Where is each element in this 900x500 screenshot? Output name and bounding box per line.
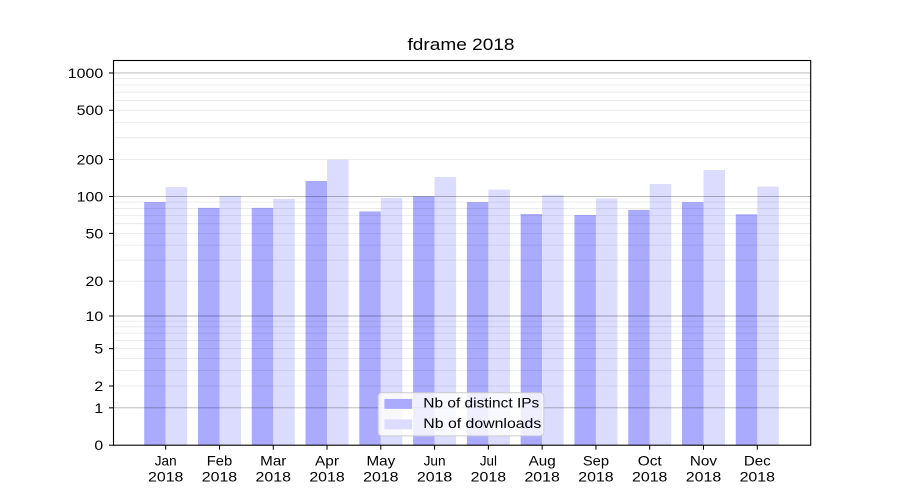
svg-text:Dec: Dec [744, 453, 771, 469]
svg-text:2018: 2018 [309, 469, 345, 485]
svg-text:2018: 2018 [202, 469, 238, 485]
svg-text:2018: 2018 [256, 469, 292, 485]
svg-text:2018: 2018 [148, 469, 184, 485]
svg-text:100: 100 [77, 188, 104, 204]
svg-text:2018: 2018 [686, 469, 722, 485]
svg-text:2018: 2018 [363, 469, 399, 485]
svg-text:Sep: Sep [583, 453, 609, 469]
svg-text:fdrame 2018: fdrame 2018 [408, 36, 515, 54]
svg-text:Nb of downloads: Nb of downloads [423, 415, 541, 431]
svg-text:1000: 1000 [68, 65, 104, 81]
svg-text:500: 500 [77, 102, 104, 118]
svg-text:2018: 2018 [578, 469, 614, 485]
svg-text:2018: 2018 [632, 469, 668, 485]
svg-text:Mar: Mar [260, 453, 287, 469]
svg-text:Jan: Jan [155, 453, 177, 469]
svg-text:2018: 2018 [471, 469, 507, 485]
svg-text:Jul: Jul [480, 453, 497, 469]
svg-text:5: 5 [94, 341, 103, 357]
svg-text:Oct: Oct [638, 453, 662, 469]
svg-text:Jun: Jun [424, 453, 446, 469]
svg-text:Apr: Apr [315, 453, 339, 469]
svg-text:10: 10 [86, 308, 104, 324]
svg-text:200: 200 [77, 151, 104, 167]
svg-text:Feb: Feb [207, 453, 233, 469]
svg-text:2018: 2018 [740, 469, 776, 485]
svg-text:Nb of distinct IPs: Nb of distinct IPs [423, 395, 539, 411]
svg-text:1: 1 [94, 400, 103, 416]
svg-text:20: 20 [86, 273, 104, 289]
svg-text:Aug: Aug [529, 453, 556, 469]
svg-text:2018: 2018 [524, 469, 560, 485]
svg-text:Nov: Nov [690, 453, 717, 469]
svg-text:2018: 2018 [417, 469, 453, 485]
svg-text:50: 50 [86, 225, 104, 241]
svg-text:May: May [366, 453, 395, 469]
svg-text:0: 0 [94, 437, 103, 453]
svg-text:2: 2 [94, 378, 103, 394]
